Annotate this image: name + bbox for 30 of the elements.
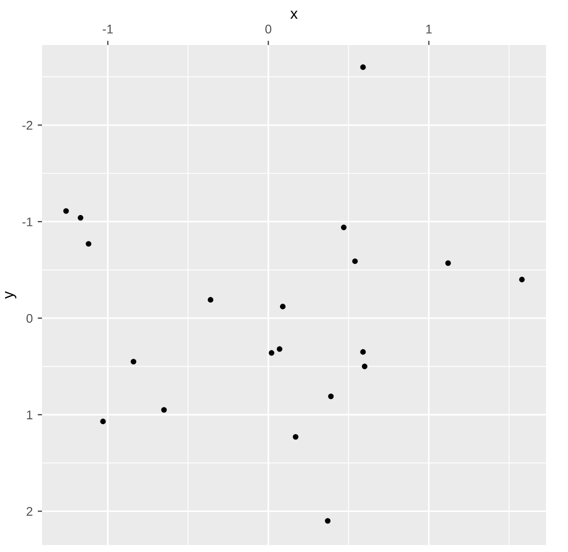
y-tick-label: 1 [26,410,32,420]
point [280,304,286,310]
y-tick-label: 2 [26,507,32,516]
point [86,241,92,247]
point [362,364,368,370]
point [161,407,167,413]
point [100,418,106,424]
point [78,215,84,221]
point [130,358,136,364]
point [63,208,69,214]
y-tick-label: -2 [22,120,32,130]
x-tick-label: 0 [265,24,272,34]
y-tick-label: 0 [26,314,32,323]
point [324,518,330,524]
point [360,64,366,70]
point [445,260,451,266]
point [340,224,347,230]
point [276,346,282,352]
x-tick-label: -1 [102,24,113,34]
x-tick-label: 1 [426,24,432,34]
point [360,349,366,355]
point [292,434,298,440]
point [208,297,214,303]
y-axis-title: y [5,291,16,299]
x-axis-title: x [290,10,298,19]
point [519,276,525,282]
point [268,350,274,356]
point [352,258,358,264]
y-tick-label: -1 [22,218,32,226]
point [328,394,334,400]
